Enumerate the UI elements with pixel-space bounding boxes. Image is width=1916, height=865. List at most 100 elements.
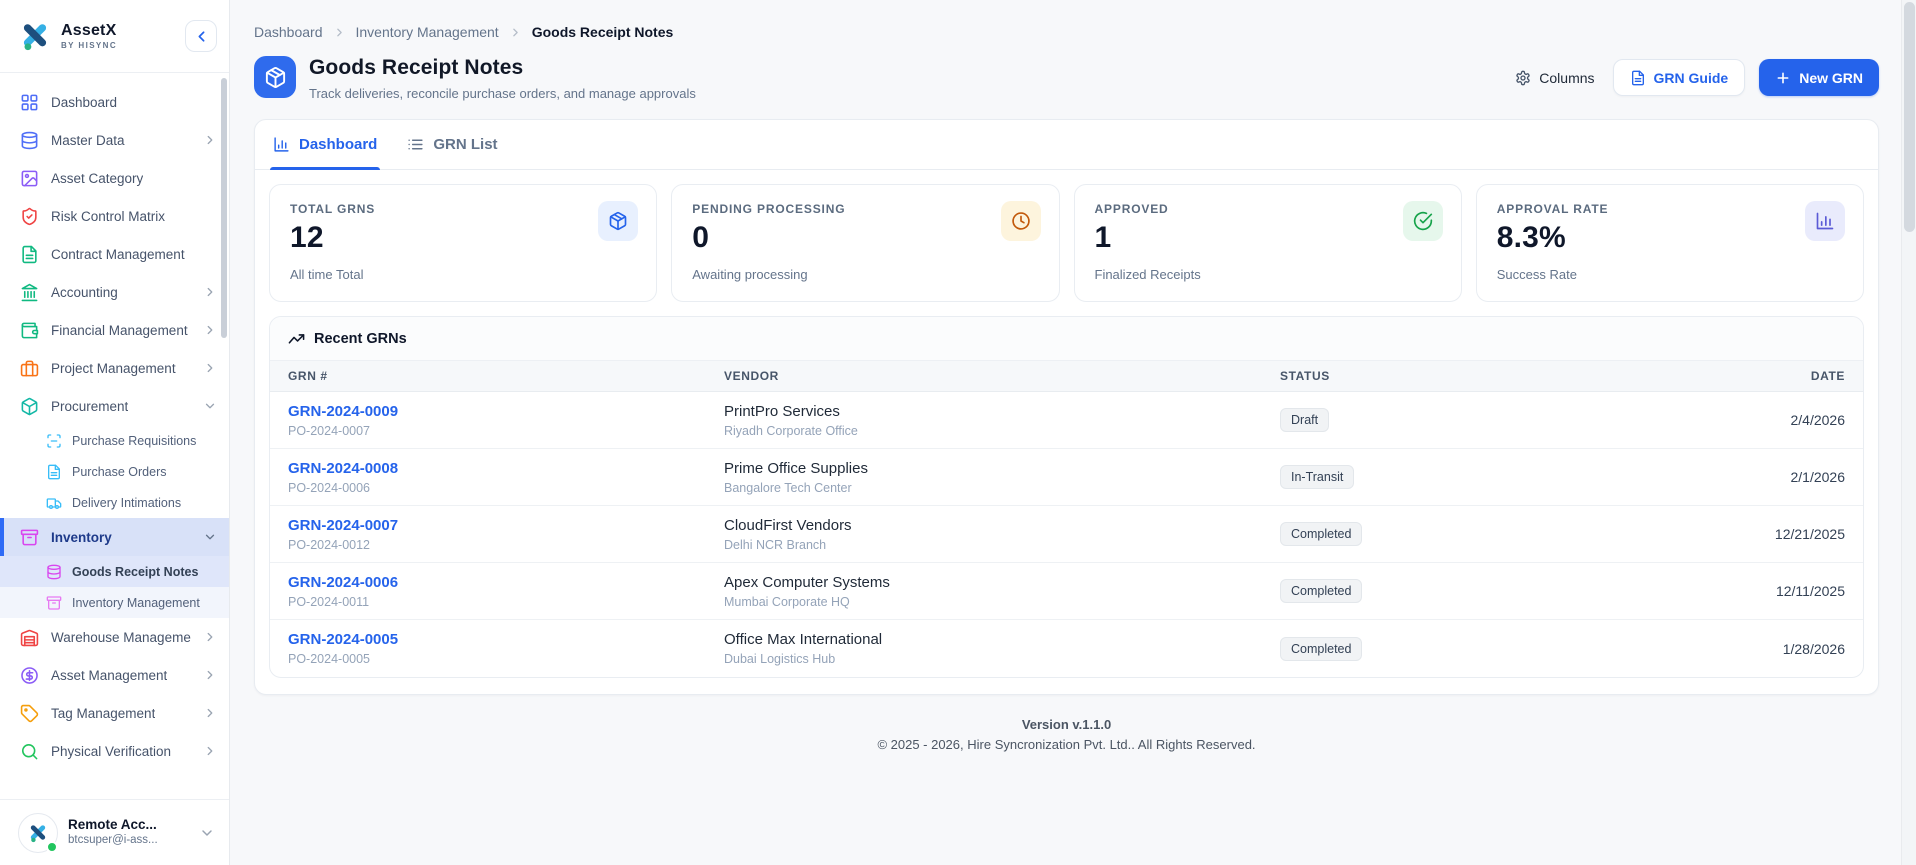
sidebar-item-asset-category[interactable]: Asset Category xyxy=(0,159,229,197)
sidebar-item-asset-management[interactable]: Asset Management xyxy=(0,656,229,694)
browser-scrollbar[interactable] xyxy=(1901,0,1916,865)
vendor-name: CloudFirst Vendors xyxy=(724,516,852,534)
sidebar-scrollbar-thumb[interactable] xyxy=(221,78,227,338)
vendor-cell: Prime Office Supplies Bangalore Tech Cen… xyxy=(724,460,1280,495)
logo-text: AssetX BY HISYNC xyxy=(61,22,117,50)
bar-chart-icon xyxy=(1805,201,1845,241)
vendor-name: Prime Office Supplies xyxy=(724,459,868,477)
sidebar-item-label: Asset Category xyxy=(51,170,144,186)
new-grn-button[interactable]: New GRN xyxy=(1759,59,1879,96)
chevron-right-icon xyxy=(203,361,217,375)
sidebar-item-warehouse-management[interactable]: Warehouse Management xyxy=(0,618,229,656)
stat-pending-processing: PENDING PROCESSING 0 Awaiting processing xyxy=(671,184,1060,302)
tab-dashboard[interactable]: Dashboard xyxy=(269,120,381,170)
sidebar-subitem-purchase-orders[interactable]: Purchase Orders xyxy=(0,456,229,487)
sidebar-item-label: Asset Management xyxy=(51,667,168,683)
sidebar-subitem-inventory-management[interactable]: Inventory Management xyxy=(0,587,229,618)
sidebar-collapse-button[interactable] xyxy=(185,20,217,52)
columns-button-label: Columns xyxy=(1539,69,1595,86)
vendor-name: Apex Computer Systems xyxy=(724,573,890,591)
sidebar-item-physical-verification[interactable]: Physical Verification xyxy=(0,732,229,770)
sidebar-item-inventory[interactable]: Inventory xyxy=(0,518,229,556)
table-row[interactable]: GRN-2024-0008 PO-2024-0006 Prime Office … xyxy=(270,449,1863,506)
grn-cell: GRN-2024-0008 PO-2024-0006 xyxy=(288,460,724,495)
sidebar-item-procurement[interactable]: Procurement xyxy=(0,387,229,425)
table-row[interactable]: GRN-2024-0007 PO-2024-0012 CloudFirst Ve… xyxy=(270,506,1863,563)
sidebar-item-tag-management[interactable]: Tag Management xyxy=(0,694,229,732)
sidebar-item-label: Inventory xyxy=(51,529,112,545)
sidebar-item-dashboard[interactable]: Dashboard xyxy=(0,83,229,121)
sidebar-item-master-data[interactable]: Master Data xyxy=(0,121,229,159)
sidebar-subitem-label: Delivery Intimations xyxy=(72,495,182,510)
sidebar-item-accounting[interactable]: Accounting xyxy=(0,273,229,311)
file-icon xyxy=(46,464,62,480)
sidebar-subitem-goods-receipt-notes[interactable]: Goods Receipt Notes xyxy=(0,556,229,587)
columns-button[interactable]: Columns xyxy=(1511,59,1598,96)
sidebar-item-label: Financial Management xyxy=(51,322,188,338)
file-text-icon xyxy=(1630,70,1646,86)
sidebar-subitem-delivery-intimations[interactable]: Delivery Intimations xyxy=(0,487,229,518)
stat-label: PENDING PROCESSING xyxy=(692,202,846,216)
recent-grns-header: Recent GRNs xyxy=(270,317,1863,361)
grn-number-link[interactable]: GRN-2024-0007 xyxy=(288,516,399,534)
sidebar-logo: AssetX BY HISYNC xyxy=(0,0,229,73)
sidebar-user[interactable]: Remote Acc... btcsuper@i-ass... xyxy=(0,799,229,865)
sidebar-item-financial-management[interactable]: Financial Management xyxy=(0,311,229,349)
vendor-location: Riyadh Corporate Office xyxy=(724,423,858,438)
grn-number-link[interactable]: GRN-2024-0009 xyxy=(288,402,399,420)
page-actions: Columns GRN Guide New GRN xyxy=(1511,56,1879,96)
tab-bar: Dashboard GRN List xyxy=(255,120,1878,170)
sidebar-item-risk-control-matrix[interactable]: Risk Control Matrix xyxy=(0,197,229,235)
page-title: Goods Receipt Notes xyxy=(309,56,524,79)
stat-caption: Success Rate xyxy=(1496,267,1577,282)
gear-icon xyxy=(1515,70,1531,86)
browser-scrollbar-thumb[interactable] xyxy=(1904,2,1915,232)
table-row[interactable]: GRN-2024-0006 PO-2024-0011 Apex Computer… xyxy=(270,563,1863,620)
chevron-right-icon xyxy=(203,133,217,147)
status-cell: Completed xyxy=(1280,522,1706,546)
status-badge: In-Transit xyxy=(1280,465,1355,489)
po-number: PO-2024-0005 xyxy=(288,652,371,666)
user-email: btcsuper@i-ass... xyxy=(68,834,158,847)
stat-label: APPROVED xyxy=(1094,202,1169,216)
stat-approval-rate: APPROVAL RATE 8.3% Success Rate xyxy=(1475,184,1864,302)
search-icon xyxy=(20,742,39,761)
trending-up-icon xyxy=(288,330,305,347)
table-row[interactable]: GRN-2024-0009 PO-2024-0007 PrintPro Serv… xyxy=(270,392,1863,449)
breadcrumb-goods-receipt-notes: Goods Receipt Notes xyxy=(531,24,674,40)
online-status-dot xyxy=(46,840,58,853)
sidebar-item-contract-management[interactable]: Contract Management xyxy=(0,235,229,273)
grn-cell: GRN-2024-0009 PO-2024-0007 xyxy=(288,403,724,438)
database-icon xyxy=(46,564,62,580)
stat-total-grns: TOTAL GRNS 12 All time Total xyxy=(269,184,658,302)
sidebar-item-project-management[interactable]: Project Management xyxy=(0,349,229,387)
table-header-row: GRN # VENDOR STATUS DATE xyxy=(270,361,1863,392)
page-footer: Version v.1.1.0 © 2025 - 2026, Hire Sync… xyxy=(254,717,1879,752)
briefcase-icon xyxy=(20,359,39,378)
sidebar-item-label: Project Management xyxy=(51,360,176,376)
chevron-right-icon xyxy=(203,323,217,337)
grn-number-link[interactable]: GRN-2024-0006 xyxy=(288,573,399,591)
assetx-logo-icon xyxy=(22,22,48,51)
chevron-right-icon xyxy=(333,26,346,39)
sidebar-subitem-label: Inventory Management xyxy=(72,595,200,610)
breadcrumb-dashboard[interactable]: Dashboard xyxy=(254,24,323,40)
grn-cell: GRN-2024-0006 PO-2024-0011 xyxy=(288,574,724,609)
grn-guide-button[interactable]: GRN Guide xyxy=(1612,59,1746,96)
dashboard-tab-panel: TOTAL GRNS 12 All time Total PENDING PRO… xyxy=(255,170,1878,694)
sidebar-item-label: Warehouse Management xyxy=(51,629,191,645)
grn-cell: GRN-2024-0005 PO-2024-0005 xyxy=(288,631,724,666)
chevron-down-icon xyxy=(203,399,217,413)
sidebar-subitem-label: Purchase Requisitions xyxy=(72,433,197,448)
breadcrumb-inventory-management[interactable]: Inventory Management xyxy=(355,24,499,40)
grn-number-link[interactable]: GRN-2024-0008 xyxy=(288,459,399,477)
table-row[interactable]: GRN-2024-0005 PO-2024-0005 Office Max In… xyxy=(270,620,1863,677)
bar-chart-icon xyxy=(273,136,290,153)
tab-grn-list[interactable]: GRN List xyxy=(407,120,498,169)
column-header-status: STATUS xyxy=(1280,369,1330,383)
tag-icon xyxy=(20,704,39,723)
status-badge: Completed xyxy=(1280,579,1363,603)
grn-number-link[interactable]: GRN-2024-0005 xyxy=(288,631,399,648)
sidebar-subitem-purchase-requisitions[interactable]: Purchase Requisitions xyxy=(0,425,229,456)
